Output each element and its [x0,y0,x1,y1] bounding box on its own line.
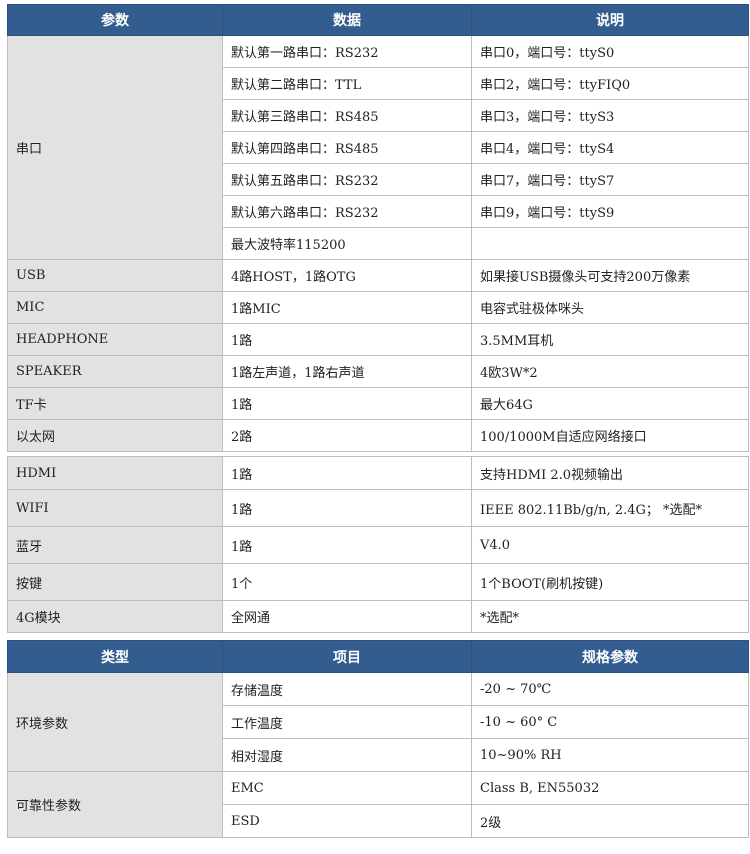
data-cell: 1路 [222,456,472,490]
column-header: 数据 [222,4,472,36]
column-header: 参数 [7,4,223,36]
description-cell: 1个BOOT(刷机按键) [471,563,749,601]
data-cell: 默认第五路串口：RS232 [222,163,472,196]
interface-spec-table: 参数 数据 说明 串口 默认第一路串口：RS232 串口0，端口号：ttyS0 默认第二路串… [7,4,749,452]
spec-cell: Class B, EN55032 [471,771,749,805]
data-cell: 2路 [222,419,472,452]
item-cell: 工作温度 [222,705,472,739]
header-row: 类型 项目 规格参数 [7,640,749,673]
table-row: 4G模块 全网通 *选配* [7,600,749,633]
table-row: TF卡 1路 最大64G [7,387,749,420]
item-cell: EMC [222,771,472,805]
data-cell: 1个 [222,563,472,601]
data-cell: 默认第一路串口：RS232 [222,35,472,68]
table-row: 默认第六路串口：RS232 串口9，端口号：ttyS9 [8,195,749,228]
data-cell: 默认第三路串口：RS485 [222,99,472,132]
data-cell: 全网通 [222,600,472,633]
data-cell: 1路 [222,489,472,527]
description-cell: V4.0 [471,526,749,564]
description-cell: 串口3，端口号：ttyS3 [471,99,749,132]
item-cell: 相对湿度 [222,738,472,772]
column-header: 规格参数 [471,640,749,673]
description-cell: IEEE 802.11Bb/g/n, 2.4G； *选配* [471,489,749,527]
item-cell: ESD [222,804,472,838]
table-row: SPEAKER 1路左声道，1路右声道 4欧3W*2 [7,355,749,388]
description-cell: 串口9，端口号：ttyS9 [471,195,749,228]
data-cell: 1路左声道，1路右声道 [222,355,472,388]
param-name: 以太网 [7,419,223,452]
data-cell: 1路 [222,526,472,564]
param-name: TF卡 [7,387,223,420]
table-row: HEADPHONE 1路 3.5MM耳机 [7,323,749,356]
table-row: 工作温度 -10 ~ 60° C [8,705,749,739]
table-row: 默认第三路串口：RS485 串口3，端口号：ttyS3 [8,99,749,132]
param-name: USB [7,259,223,292]
description-cell: 串口0，端口号：ttyS0 [471,35,749,68]
description-cell: 100/1000M自适应网络接口 [471,419,749,452]
param-name: SPEAKER [7,355,223,388]
table-row: 默认第二路串口：TTL 串口2，端口号：ttyFIQ0 [8,67,749,100]
param-name: WIFI [7,489,223,527]
data-cell: 默认第六路串口：RS232 [222,195,472,228]
data-cell: 1路 [222,323,472,356]
spec-cell: -10 ~ 60° C [471,705,749,739]
interface-spec-table-continued: HDMI 1路 支持HDMI 2.0视频输出 WIFI 1路 IEEE 802.11Bb/… [7,456,749,633]
table-row: USB 4路HOST，1路OTG 如果接USB摄像头可支持200万像素 [7,259,749,292]
environment-spec-table: 类型 项目 规格参数 环境参数 存储温度 -20 ~ 70℃ 工作温度 -10 ~ 60° C… [7,640,749,838]
table-row: 以太网 2路 100/1000M自适应网络接口 [7,419,749,452]
table-row: 环境参数 存储温度 -20 ~ 70℃ [7,672,749,772]
table-row: 最大波特率115200 [8,227,749,260]
description-cell: 支持HDMI 2.0视频输出 [471,456,749,490]
description-cell: 串口2，端口号：ttyFIQ0 [471,67,749,100]
table-row: 相对湿度 10~90% RH [8,738,749,772]
table-row: 蓝牙 1路 V4.0 [7,526,749,564]
data-cell: 4路HOST，1路OTG [222,259,472,292]
type-name: 环境参数 [7,672,223,772]
type-name: 可靠性参数 [7,771,223,838]
data-cell: 1路 [222,387,472,420]
param-name: 蓝牙 [7,526,223,564]
param-name: 按键 [7,563,223,601]
param-name: 4G模块 [7,600,223,633]
description-cell: 电容式驻极体咪头 [471,291,749,324]
spec-cell: 2级 [471,804,749,838]
description-cell [471,227,749,260]
description-cell: 3.5MM耳机 [471,323,749,356]
header-row: 参数 数据 说明 [7,4,749,36]
table-row: MIC 1路MIC 电容式驻极体咪头 [7,291,749,324]
data-cell: 最大波特率115200 [222,227,472,260]
data-cell: 默认第二路串口：TTL [222,67,472,100]
description-cell: 串口7，端口号：ttyS7 [471,163,749,196]
param-name: HDMI [7,456,223,490]
item-cell: 存储温度 [222,672,472,706]
param-name: 串口 [7,35,223,260]
param-name: MIC [7,291,223,324]
description-cell: 串口4，端口号：ttyS4 [471,131,749,164]
spec-cell: 10~90% RH [471,738,749,772]
description-cell: *选配* [471,600,749,633]
data-cell: 默认第四路串口：RS485 [222,131,472,164]
table-row: HDMI 1路 支持HDMI 2.0视频输出 [7,456,749,490]
table-row: 默认第四路串口：RS485 串口4，端口号：ttyS4 [8,131,749,164]
column-header: 类型 [7,640,223,673]
description-cell: 如果接USB摄像头可支持200万像素 [471,259,749,292]
table-row: ESD 2级 [8,804,749,838]
spec-cell: -20 ~ 70℃ [471,672,749,706]
column-header: 项目 [222,640,472,673]
table-row: 串口 默认第一路串口：RS232 串口0，端口号：ttyS0 [7,35,749,260]
description-cell: 4欧3W*2 [471,355,749,388]
table-row: 按键 1个 1个BOOT(刷机按键) [7,563,749,601]
param-name: HEADPHONE [7,323,223,356]
table-row: 可靠性参数 EMC Class B, EN55032 [7,771,749,838]
column-header: 说明 [471,4,749,36]
description-cell: 最大64G [471,387,749,420]
table-row: 默认第五路串口：RS232 串口7，端口号：ttyS7 [8,163,749,196]
table-row: WIFI 1路 IEEE 802.11Bb/g/n, 2.4G； *选配* [7,489,749,527]
data-cell: 1路MIC [222,291,472,324]
